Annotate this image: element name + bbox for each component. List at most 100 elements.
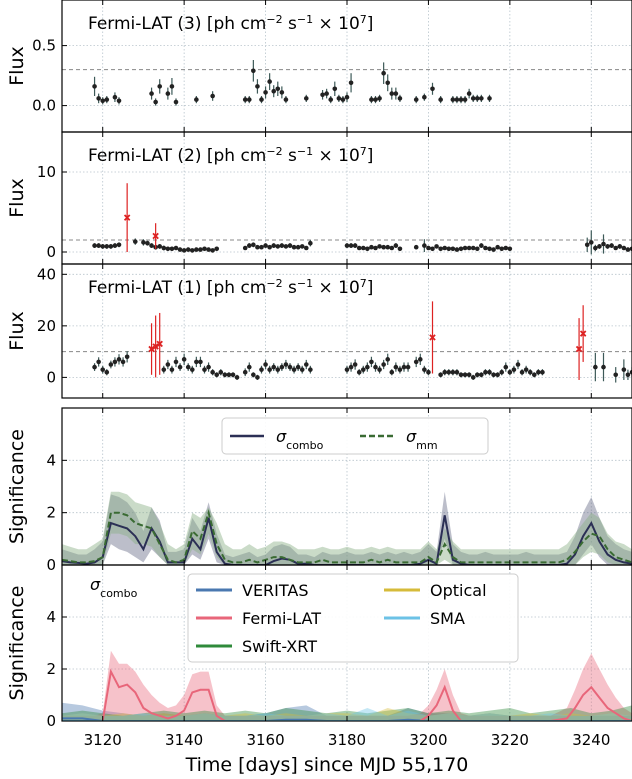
data-point xyxy=(446,369,452,375)
data-point xyxy=(466,245,472,251)
data-point xyxy=(267,367,272,372)
data-point xyxy=(356,369,362,375)
data-point xyxy=(621,245,627,251)
data-point xyxy=(438,372,443,378)
data-point xyxy=(487,96,492,101)
data-point xyxy=(194,359,199,365)
data-point xyxy=(112,94,118,100)
data-point xyxy=(295,364,301,370)
data-point xyxy=(385,244,391,250)
plot-area xyxy=(62,650,632,721)
data-point xyxy=(104,244,110,249)
data-point-x xyxy=(152,343,159,350)
title-part-pre: Fermi-LAT (1) [ph cm xyxy=(88,278,266,298)
data-point xyxy=(625,247,631,252)
panel-3: 0 20 40 Flux Fermi-LAT (1) [ph cm−2 s−1 × 10… xyxy=(6,263,632,399)
label-main: σ xyxy=(406,427,417,446)
data-point xyxy=(413,359,419,365)
data-point xyxy=(393,243,399,248)
data-point xyxy=(157,84,163,89)
data-point xyxy=(169,246,175,252)
data-point xyxy=(605,244,610,249)
label-main: σ xyxy=(90,575,101,594)
data-point xyxy=(194,247,199,252)
data-point xyxy=(308,240,313,246)
data-point xyxy=(251,68,256,74)
panel-5: 0 2 4 Significance xyxy=(6,564,632,730)
data-point xyxy=(385,80,391,86)
data-point xyxy=(466,91,472,96)
legend-entry: SMA xyxy=(430,609,465,628)
data-point xyxy=(450,246,456,252)
data-point xyxy=(377,244,382,249)
title-part-end: ] xyxy=(367,278,374,298)
data-point xyxy=(177,247,183,252)
data-point xyxy=(214,246,220,252)
data-point xyxy=(206,247,211,252)
data-point xyxy=(389,369,395,375)
data-point xyxy=(601,364,606,370)
data-point xyxy=(613,372,619,378)
y-tick-label: 0 xyxy=(46,368,56,386)
data-point xyxy=(100,367,106,372)
data-point xyxy=(454,369,460,375)
data-point xyxy=(92,243,97,248)
data-point xyxy=(348,80,354,86)
data-point xyxy=(519,369,525,375)
line-fermi-lat xyxy=(62,668,632,721)
data-point xyxy=(194,97,199,102)
data-point xyxy=(381,362,386,367)
data-point xyxy=(283,97,289,102)
x-tick-label: 3220 xyxy=(491,731,529,749)
data-point xyxy=(267,244,272,250)
data-point xyxy=(275,367,281,372)
data-point xyxy=(389,245,395,251)
data-point xyxy=(491,372,496,378)
data-point xyxy=(483,369,488,375)
y-tick-label: 20 xyxy=(37,317,56,335)
title-part-end: ] xyxy=(367,146,374,166)
data-point xyxy=(108,362,114,367)
data-point xyxy=(267,79,272,84)
label-main: σ xyxy=(276,427,287,446)
data-point xyxy=(169,367,175,372)
data-point xyxy=(365,246,370,252)
data-point xyxy=(438,97,443,102)
data-point xyxy=(340,97,346,102)
data-point xyxy=(259,367,264,372)
data-point xyxy=(593,245,598,251)
title-part-end: ] xyxy=(367,14,374,34)
data-point xyxy=(234,375,240,380)
data-point xyxy=(373,245,378,251)
data-point xyxy=(242,97,248,102)
data-point xyxy=(446,246,452,252)
data-point xyxy=(328,97,334,102)
data-point xyxy=(198,247,203,252)
data-point xyxy=(320,92,325,98)
data-point xyxy=(116,242,122,248)
data-point xyxy=(271,364,277,370)
data-point xyxy=(487,246,492,252)
data-point xyxy=(523,367,529,372)
data-point xyxy=(369,244,374,250)
data-point xyxy=(271,243,277,248)
legend-significance: σcombo σmm xyxy=(221,417,489,455)
x-tick-label: 3180 xyxy=(328,731,366,749)
data-point xyxy=(344,94,350,100)
data-point xyxy=(503,245,509,251)
data-point xyxy=(531,372,537,378)
data-point xyxy=(495,244,500,250)
data-point xyxy=(352,243,358,248)
data-point-x xyxy=(148,345,155,353)
data-point xyxy=(352,362,358,367)
data-point xyxy=(291,367,297,372)
data-point xyxy=(450,97,456,102)
data-point xyxy=(503,364,509,370)
data-point xyxy=(263,243,268,248)
data-point xyxy=(470,375,476,380)
data-point xyxy=(373,364,378,370)
plot-area xyxy=(62,491,632,565)
y-tick-label: 10 xyxy=(37,163,56,181)
data-point xyxy=(92,84,97,89)
data-point xyxy=(479,96,484,101)
